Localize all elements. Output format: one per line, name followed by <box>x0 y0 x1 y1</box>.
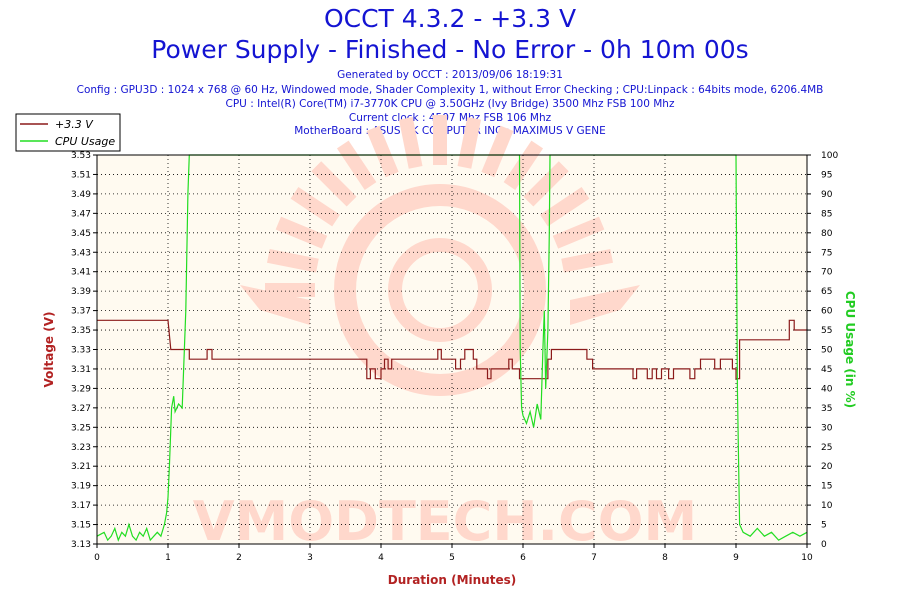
y-left-tick-label: 3.23 <box>71 443 91 453</box>
y-left-tick-label: 3.47 <box>71 209 91 219</box>
y-left-tick-label: 3.21 <box>71 462 91 472</box>
y-right-tick-label: 25 <box>821 443 832 453</box>
y-left-tick-label: 3.51 <box>71 170 91 180</box>
y-left-tick-label: 3.39 <box>71 287 91 297</box>
chart-title: OCCT 4.3.2 - +3.3 V <box>323 4 577 33</box>
y-right-axis-label: CPU Usage (in %) <box>843 291 857 408</box>
y-right-tick-label: 30 <box>821 423 833 433</box>
y-right-tick-label: 55 <box>821 326 832 336</box>
x-axis-label: Duration (Minutes) <box>388 573 516 587</box>
legend-box <box>15 113 121 152</box>
y-left-tick-label: 3.29 <box>71 384 91 394</box>
config-info: Config : GPU3D : 1024 x 768 @ 60 Hz, Win… <box>76 84 824 96</box>
y-left-tick-label: 3.53 <box>71 151 91 161</box>
y-right-tick-label: 10 <box>821 501 833 511</box>
y-left-tick-label: 3.45 <box>71 229 91 239</box>
y-right-tick-label: 100 <box>821 151 838 161</box>
y-right-tick-label: 60 <box>821 307 833 317</box>
y-left-tick-label: 3.33 <box>71 346 91 356</box>
y-right-tick-label: 65 <box>821 287 832 297</box>
y-left-tick-label: 3.19 <box>71 482 91 492</box>
y-right-tick-label: 50 <box>821 346 833 356</box>
y-left-tick-label: 3.35 <box>71 326 91 336</box>
y-left-tick-label: 3.31 <box>71 365 91 375</box>
x-tick-label: 8 <box>662 553 668 563</box>
x-tick-label: 9 <box>733 553 739 563</box>
cpu-usage-series-line <box>96 154 808 542</box>
watermark-ray <box>290 186 340 227</box>
watermark-ray <box>457 116 482 169</box>
y-right-tick-label: 90 <box>821 190 833 200</box>
watermark: VMODTECH.COM <box>193 115 698 553</box>
watermark-wing-left <box>240 285 310 325</box>
y-right-tick-label: 40 <box>821 384 833 394</box>
x-tick-label: 3 <box>307 553 313 563</box>
y-left-tick-label: 3.15 <box>71 521 91 531</box>
watermark-ray <box>266 248 319 273</box>
watermark-text: VMODTECH.COM <box>193 490 698 553</box>
x-tick-label: 6 <box>520 553 526 563</box>
x-tick-label: 2 <box>236 553 242 563</box>
y-left-tick-label: 3.25 <box>71 423 91 433</box>
y-right-tick-label: 95 <box>821 170 832 180</box>
x-tick-label: 0 <box>94 553 100 563</box>
watermark-ray <box>540 186 590 227</box>
legend-label: CPU Usage <box>55 135 115 148</box>
legend-label: +3.3 V <box>55 118 94 131</box>
watermark-ray <box>503 140 544 190</box>
cpu-info: CPU : Intel(R) Core(TM) i7-3770K CPU @ 3… <box>225 98 675 110</box>
watermark-wing-right <box>570 285 640 325</box>
series <box>96 154 808 542</box>
y-left-tick-label: 3.43 <box>71 248 91 258</box>
x-tick-label: 7 <box>591 553 597 563</box>
y-left-tick-label: 3.13 <box>71 540 91 550</box>
plot-area <box>97 155 807 544</box>
y-left-axis-label: Voltage (V) <box>42 312 56 388</box>
y-right-tick-label: 70 <box>821 268 833 278</box>
x-tick-label: 5 <box>449 553 455 563</box>
y-right-tick-label: 20 <box>821 462 833 472</box>
y-right-tick-label: 85 <box>821 209 832 219</box>
watermark-ray <box>366 125 399 178</box>
y-right-tick-label: 0 <box>821 540 827 550</box>
y-right-tick-label: 45 <box>821 365 832 375</box>
watermark-ray <box>311 161 357 207</box>
y-right-tick-label: 5 <box>821 521 827 531</box>
y-left-tick-label: 3.37 <box>71 307 91 317</box>
watermark-ray <box>398 116 423 169</box>
x-tick-label: 4 <box>378 553 384 563</box>
y-right-tick-label: 75 <box>821 248 832 258</box>
chart-subtitle: Power Supply - Finished - No Error - 0h … <box>151 35 749 64</box>
watermark-ray <box>561 248 614 273</box>
watermark-ray <box>552 216 605 249</box>
watermark-ring <box>334 184 546 396</box>
x-tick-label: 1 <box>165 553 171 563</box>
y-right-tick-label: 35 <box>821 404 832 414</box>
y-left-tick-label: 3.49 <box>71 190 91 200</box>
axes: 0 1 2 3 4 5 6 7 8 9 103.133.153.173.193.213.233.25… <box>42 151 857 587</box>
y-left-tick-label: 3.17 <box>71 501 91 511</box>
legend: +3.3 V CPU Usage <box>15 113 121 152</box>
watermark-ray <box>336 140 377 190</box>
watermark-inner-ring <box>388 238 492 342</box>
x-tick-label: 10 <box>801 553 813 563</box>
y-right-tick-label: 15 <box>821 482 832 492</box>
generated-info: Generated by OCCT : 2013/09/06 18:19:31 <box>337 69 563 81</box>
watermark-ray <box>523 161 569 207</box>
voltage-series-line <box>97 319 807 380</box>
y-right-tick-label: 80 <box>821 229 833 239</box>
y-left-tick-label: 3.27 <box>71 404 91 414</box>
y-left-tick-label: 3.41 <box>71 268 91 278</box>
watermark-ray <box>481 125 514 178</box>
